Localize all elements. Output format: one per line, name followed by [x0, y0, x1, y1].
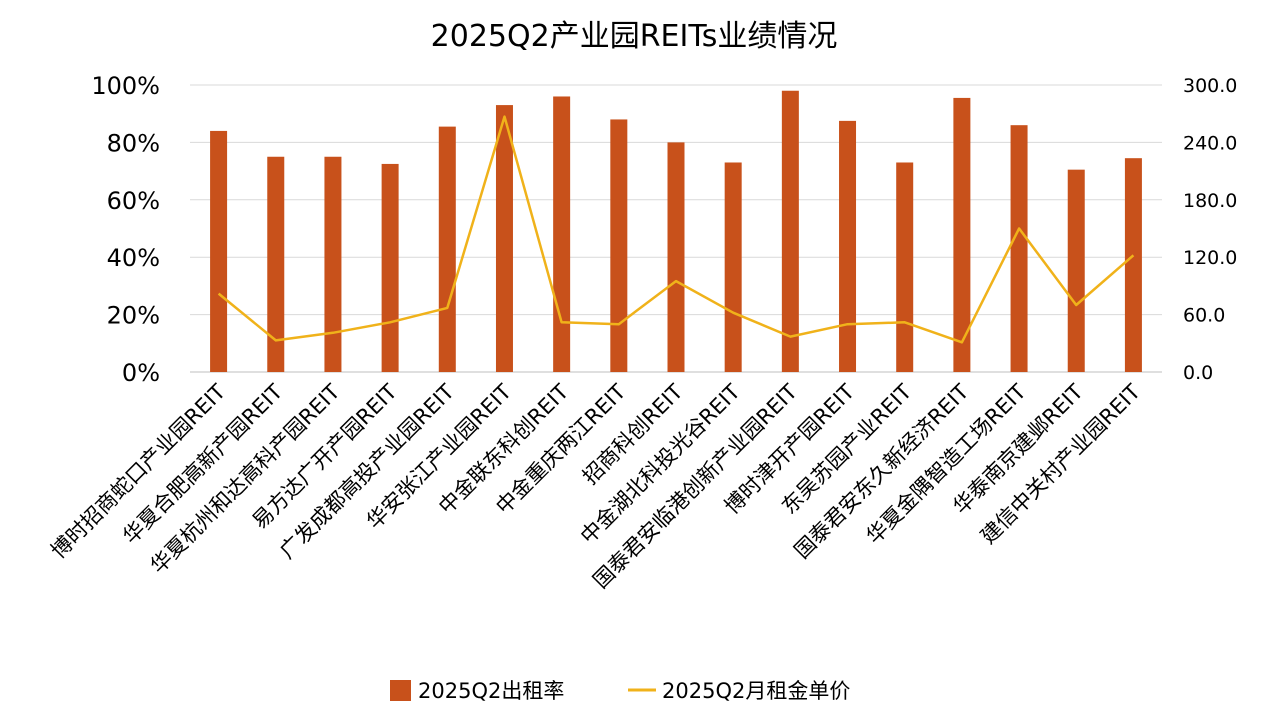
line-series — [217, 115, 1135, 344]
left-axis-tick-label: 80% — [107, 129, 160, 157]
bar — [324, 156, 342, 372]
left-axis-tick-label: 60% — [107, 187, 160, 215]
bar — [953, 97, 971, 372]
left-axis-tick-label: 100% — [91, 72, 160, 100]
right-axis-tick-label: 180.0 — [1183, 190, 1237, 212]
right-axis-tick-label: 300.0 — [1183, 75, 1237, 97]
left-axis-tick-label: 20% — [107, 302, 160, 330]
line-path — [217, 115, 1135, 344]
legend: 2025Q2出租率 2025Q2月租金单价 — [390, 679, 850, 703]
bar — [381, 163, 399, 372]
bar — [724, 162, 742, 372]
right-axis-tick-label: 120.0 — [1183, 247, 1237, 269]
legend-label-line: 2025Q2月租金单价 — [662, 679, 850, 703]
legend-swatch-bar — [390, 680, 411, 701]
bar — [610, 119, 628, 372]
bar — [553, 96, 571, 372]
bar — [1010, 125, 1028, 373]
bar — [896, 162, 914, 372]
bar — [839, 120, 857, 372]
bar — [1124, 158, 1142, 372]
right-axis-tick-label: 60.0 — [1183, 305, 1225, 327]
bar — [667, 142, 685, 372]
bar — [267, 156, 285, 372]
bar — [210, 130, 228, 372]
right-axis-tick-label: 240.0 — [1183, 132, 1237, 154]
bar — [495, 105, 513, 372]
category-label: 招商科创REIT — [578, 379, 688, 489]
bar — [438, 126, 456, 373]
legend-label-bar: 2025Q2出租率 — [418, 679, 564, 703]
right-axis-ticks: 0.0 60.0 120.0 180.0 240.0 300.0 — [1183, 75, 1237, 384]
left-axis-ticks: 0% 20% 40% 60% 80% 100% — [91, 72, 160, 387]
category-labels: 博时招商蛇口产业园REIT华夏合肥高新产园REIT华夏杭州和达高科产园REIT易… — [46, 379, 1145, 593]
chart-title: 2025Q2产业园REITs业绩情况 — [431, 19, 838, 54]
right-axis-tick-label: 0.0 — [1183, 362, 1213, 384]
left-axis-tick-label: 0% — [122, 359, 160, 387]
left-axis-tick-label: 40% — [107, 244, 160, 272]
bar — [781, 90, 799, 373]
bar — [1067, 169, 1085, 372]
